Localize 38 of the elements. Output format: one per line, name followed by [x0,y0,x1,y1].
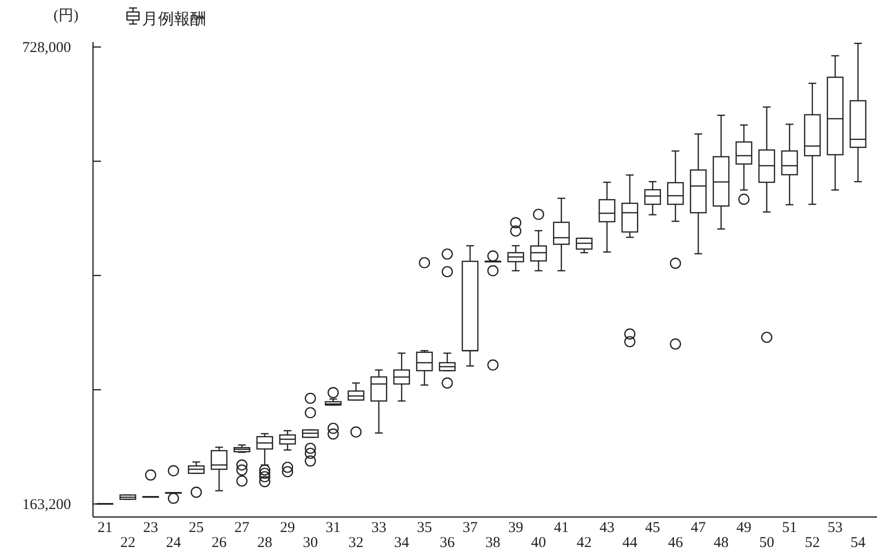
x-tick-label: 34 [394,535,410,550]
x-tick-label: 26 [212,535,228,550]
x-tick-label: 33 [371,520,386,536]
x-tick-label: 40 [531,535,546,550]
x-tick-label: 27 [234,520,250,536]
x-tick-label: 50 [759,535,774,550]
x-tick-label: 47 [690,520,706,536]
x-tick-label: 28 [257,535,272,550]
legend-label: 月例報酬 [142,10,206,28]
y-tick-label: 728,000 [22,40,71,56]
x-tick-label: 42 [576,535,592,550]
x-tick-label: 24 [166,535,182,550]
x-tick-label: 36 [440,535,456,550]
x-tick-label: 29 [280,520,296,536]
x-tick-label: 53 [828,520,843,536]
x-tick-label: 46 [668,535,684,550]
x-tick-label: 25 [188,520,204,536]
x-tick-label: 39 [508,520,524,536]
y-axis-title: (円) [54,8,78,24]
x-tick-label: 45 [645,520,660,536]
x-tick-label: 49 [736,520,752,536]
y-tick-label: 163,200 [22,496,71,513]
x-tick-label: 38 [485,535,500,550]
x-tick-label: 44 [622,535,638,550]
x-tick-label: 35 [416,520,432,536]
x-tick-label: 41 [554,520,569,536]
x-tick-label: 22 [120,535,136,550]
x-tick-label: 32 [348,535,364,550]
x-tick-label: 23 [143,520,158,536]
x-tick-label: 21 [98,520,112,536]
x-tick-label: 52 [804,535,820,550]
x-tick-label: 37 [462,520,478,536]
x-tick-label: 54 [850,535,866,550]
x-tick-label: 48 [714,535,729,550]
x-tick-label: 30 [302,535,318,550]
x-tick-label: 31 [326,520,341,536]
x-tick-label: 51 [782,520,798,536]
x-tick-label: 43 [600,520,614,536]
